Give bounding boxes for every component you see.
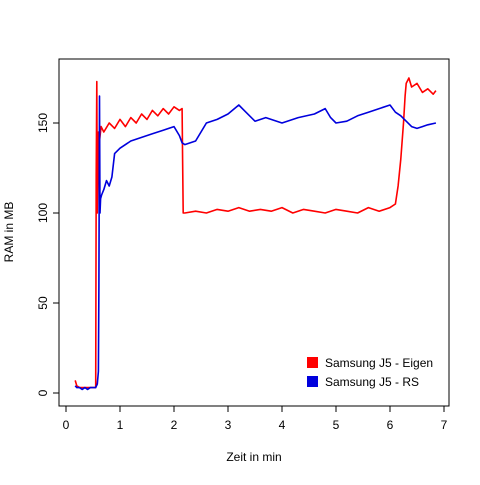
y-axis-title: RAM in MB xyxy=(2,202,16,263)
series-layer xyxy=(74,77,437,391)
x-tick-label: 2 xyxy=(171,418,178,432)
x-axis: 0 1 2 3 4 5 6 7 xyxy=(63,405,448,432)
legend-swatch-rs xyxy=(307,376,318,387)
x-tick-label: 5 xyxy=(333,418,340,432)
series-line-1 xyxy=(74,95,437,391)
y-tick-label: 50 xyxy=(36,296,50,310)
x-tick-label: 7 xyxy=(441,418,448,432)
y-axis: 0 50 100 150 xyxy=(36,113,60,396)
legend: Samsung J5 - Eigen Samsung J5 - RS xyxy=(307,356,433,389)
legend-label-rs: Samsung J5 - RS xyxy=(325,375,419,389)
legend-swatch-eigen xyxy=(307,357,318,368)
x-tick-label: 1 xyxy=(117,418,124,432)
x-tick-label: 6 xyxy=(387,418,394,432)
y-tick-label: 100 xyxy=(36,203,50,223)
x-tick-label: 0 xyxy=(63,418,70,432)
x-tick-label: 4 xyxy=(279,418,286,432)
y-tick-label: 150 xyxy=(36,113,50,133)
y-tick-label: 0 xyxy=(36,389,50,396)
x-tick-label: 3 xyxy=(225,418,232,432)
legend-label-eigen: Samsung J5 - Eigen xyxy=(325,356,433,370)
x-axis-title: Zeit in min xyxy=(226,450,281,464)
series-line-0 xyxy=(74,77,437,389)
